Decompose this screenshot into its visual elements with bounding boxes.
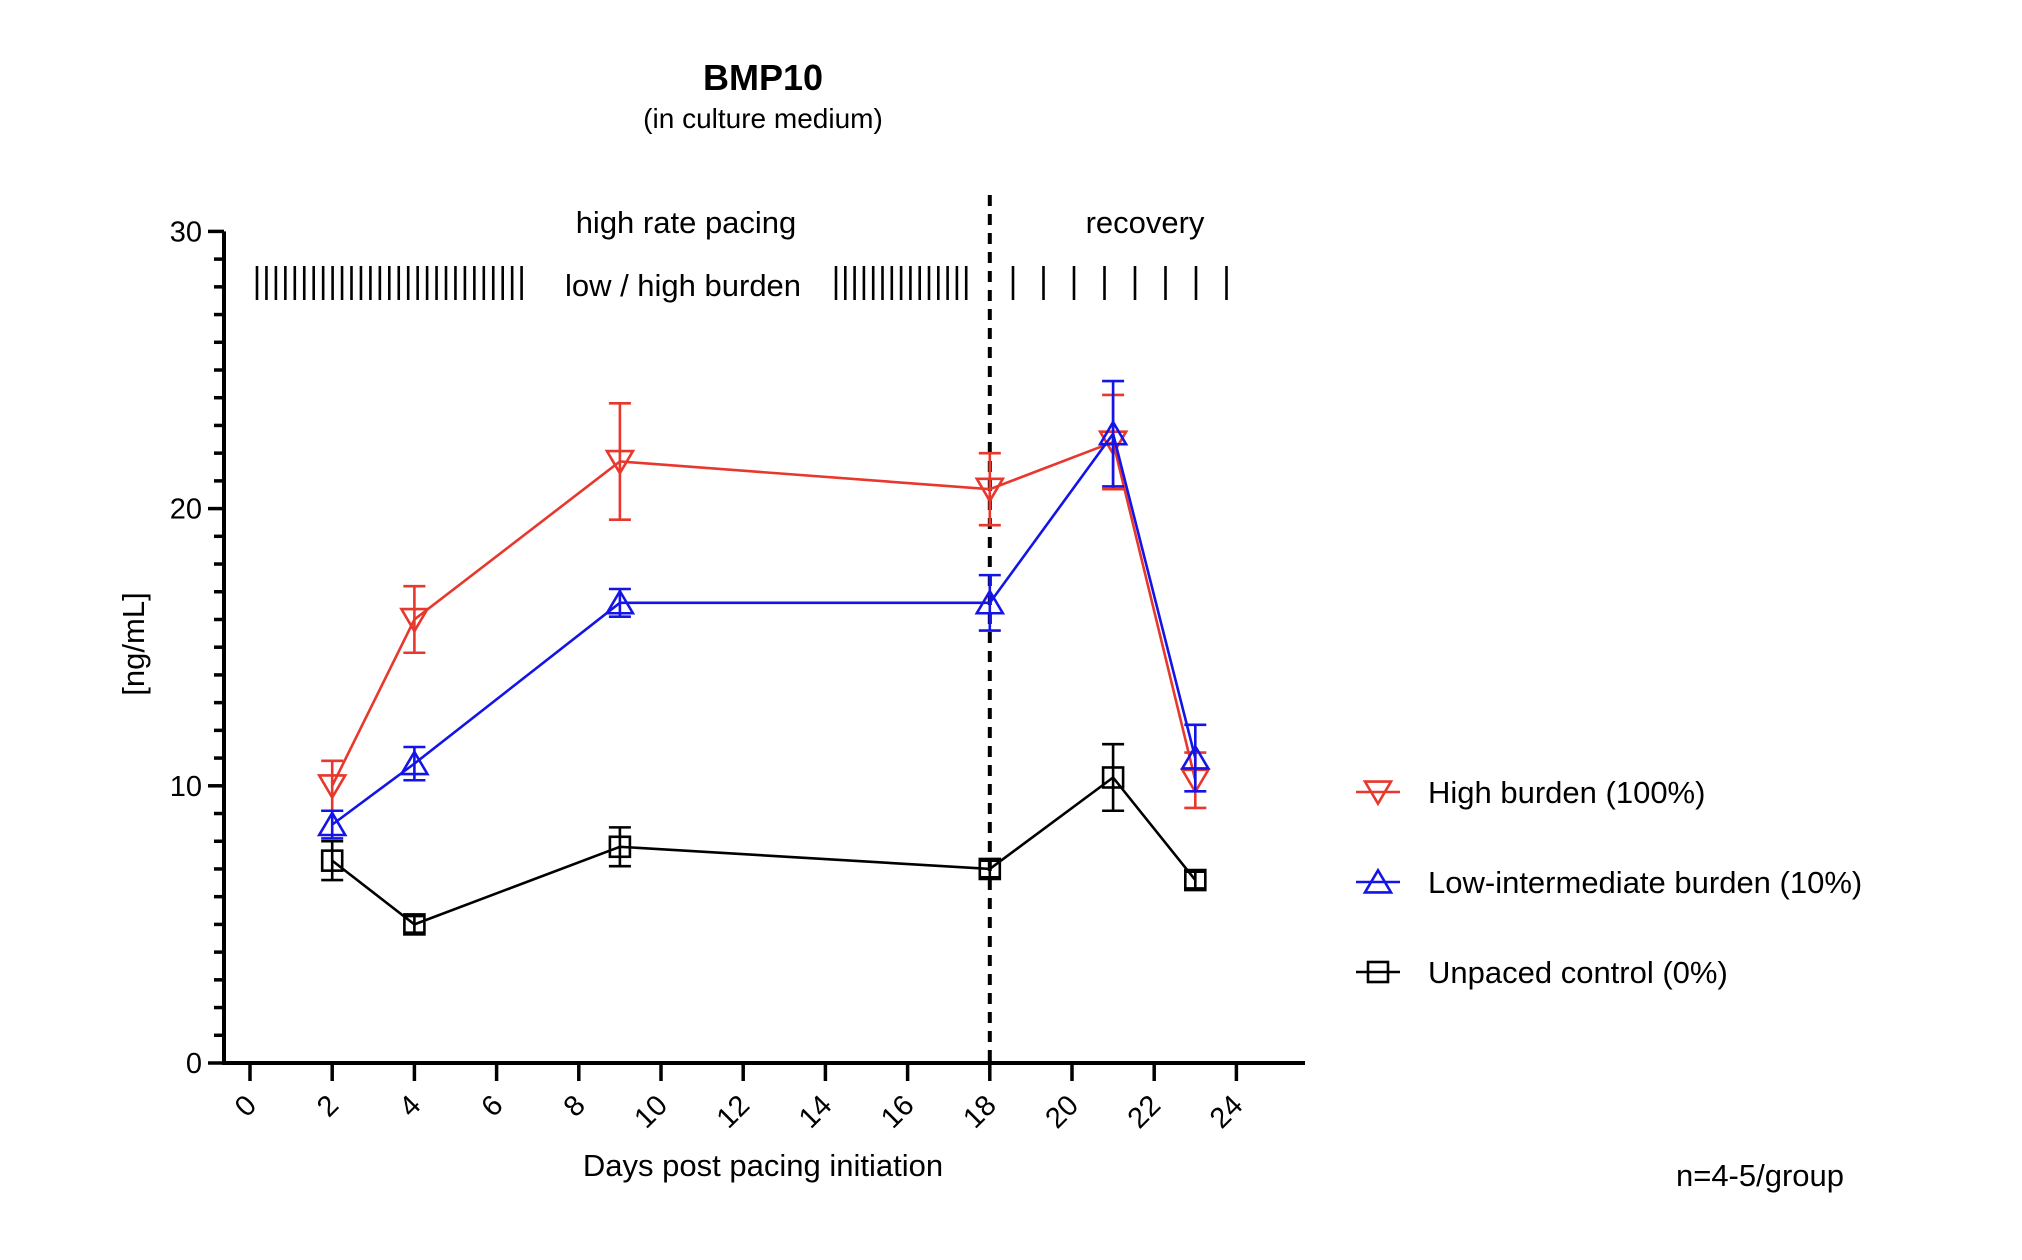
- y-axis-label: [ng/mL]: [116, 592, 151, 695]
- plot-area: [316, 379, 1211, 936]
- data-point: [974, 477, 1006, 504]
- data-point: [399, 749, 430, 776]
- data-point: [399, 607, 430, 634]
- phase-label-pacing: high rate pacing: [576, 205, 797, 240]
- legend-item: High burden (100%): [1356, 775, 1705, 810]
- legend-label: Low-intermediate burden (10%): [1428, 865, 1862, 900]
- series-line: [331, 775, 1197, 926]
- series-2: [320, 742, 1207, 936]
- x-tick-label: 8: [558, 1089, 592, 1123]
- x-tick-label: 18: [957, 1089, 1002, 1134]
- data-point: [316, 774, 348, 801]
- chart-title: BMP10: [703, 57, 823, 98]
- data-point: [604, 449, 636, 476]
- burden-marks: [255, 266, 1228, 300]
- legend-marker: [1362, 780, 1394, 807]
- x-axis-label: Days post pacing initiation: [583, 1148, 943, 1183]
- y-tick-label: 30: [170, 216, 202, 248]
- x-tick-label: 20: [1040, 1089, 1085, 1134]
- series-1: [316, 379, 1211, 840]
- x-tick-label: 12: [711, 1089, 756, 1134]
- series-line: [331, 430, 1197, 826]
- legend-label: High burden (100%): [1428, 775, 1705, 810]
- legend-item: Low-intermediate burden (10%): [1356, 865, 1862, 900]
- sample-size-note: n=4-5/group: [1676, 1158, 1844, 1193]
- x-tick-label: 14: [793, 1089, 838, 1134]
- data-point: [320, 849, 344, 872]
- legend: High burden (100%) Low-intermediate burde…: [1356, 775, 1862, 990]
- data-point: [403, 913, 426, 936]
- data-point: [974, 588, 1006, 615]
- x-tick-label: 16: [875, 1089, 920, 1134]
- x-tick-label: 0: [229, 1089, 263, 1123]
- phase-label-recovery: recovery: [1086, 205, 1205, 240]
- data-point: [604, 588, 636, 615]
- data-point: [1101, 766, 1125, 789]
- x-tick-label: 2: [311, 1089, 345, 1123]
- data-point: [1184, 868, 1207, 892]
- burden-label: low / high burden: [565, 268, 801, 303]
- data-point: [608, 835, 632, 859]
- data-point: [978, 857, 1002, 881]
- legend-item: Unpaced control (0%): [1356, 955, 1728, 990]
- x-tick-label: 4: [393, 1089, 427, 1123]
- chart-subtitle: (in culture medium): [643, 103, 883, 134]
- data-point: [1097, 419, 1129, 446]
- x-tick-label: 22: [1122, 1089, 1167, 1134]
- x-tick-label: 10: [629, 1089, 674, 1134]
- series-line: [331, 440, 1197, 787]
- y-tick-label: 10: [170, 771, 202, 803]
- x-tick-label: 24: [1204, 1089, 1249, 1134]
- y-tick-label: 20: [170, 494, 202, 526]
- y-tick-label: 0: [186, 1048, 202, 1080]
- legend-marker: [1366, 960, 1390, 984]
- data-point: [1180, 743, 1211, 770]
- legend-label: Unpaced control (0%): [1428, 955, 1728, 990]
- legend-marker: [1362, 867, 1394, 894]
- data-point: [316, 810, 348, 837]
- x-tick-label: 6: [476, 1089, 510, 1123]
